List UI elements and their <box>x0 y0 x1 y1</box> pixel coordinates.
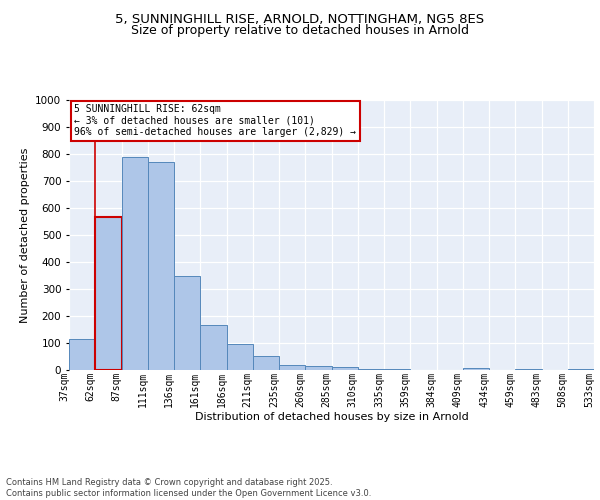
Text: Contains HM Land Registry data © Crown copyright and database right 2025.
Contai: Contains HM Land Registry data © Crown c… <box>6 478 371 498</box>
Bar <box>305 366 331 370</box>
Text: 5, SUNNINGHILL RISE, ARNOLD, NOTTINGHAM, NG5 8ES: 5, SUNNINGHILL RISE, ARNOLD, NOTTINGHAM,… <box>115 12 485 26</box>
Bar <box>515 368 542 370</box>
Bar <box>200 326 227 370</box>
Bar <box>568 368 594 370</box>
Bar <box>463 368 489 370</box>
Bar <box>69 339 95 370</box>
X-axis label: Distribution of detached houses by size in Arnold: Distribution of detached houses by size … <box>194 412 469 422</box>
Bar <box>279 364 305 370</box>
Bar <box>95 218 121 370</box>
Bar <box>121 156 148 370</box>
Bar <box>358 368 384 370</box>
Bar <box>227 344 253 370</box>
Bar <box>148 162 174 370</box>
Y-axis label: Number of detached properties: Number of detached properties <box>20 148 29 322</box>
Bar <box>253 356 279 370</box>
Bar <box>174 276 200 370</box>
Bar <box>331 368 358 370</box>
Text: Size of property relative to detached houses in Arnold: Size of property relative to detached ho… <box>131 24 469 37</box>
Text: 5 SUNNINGHILL RISE: 62sqm
← 3% of detached houses are smaller (101)
96% of semi-: 5 SUNNINGHILL RISE: 62sqm ← 3% of detach… <box>74 104 356 137</box>
